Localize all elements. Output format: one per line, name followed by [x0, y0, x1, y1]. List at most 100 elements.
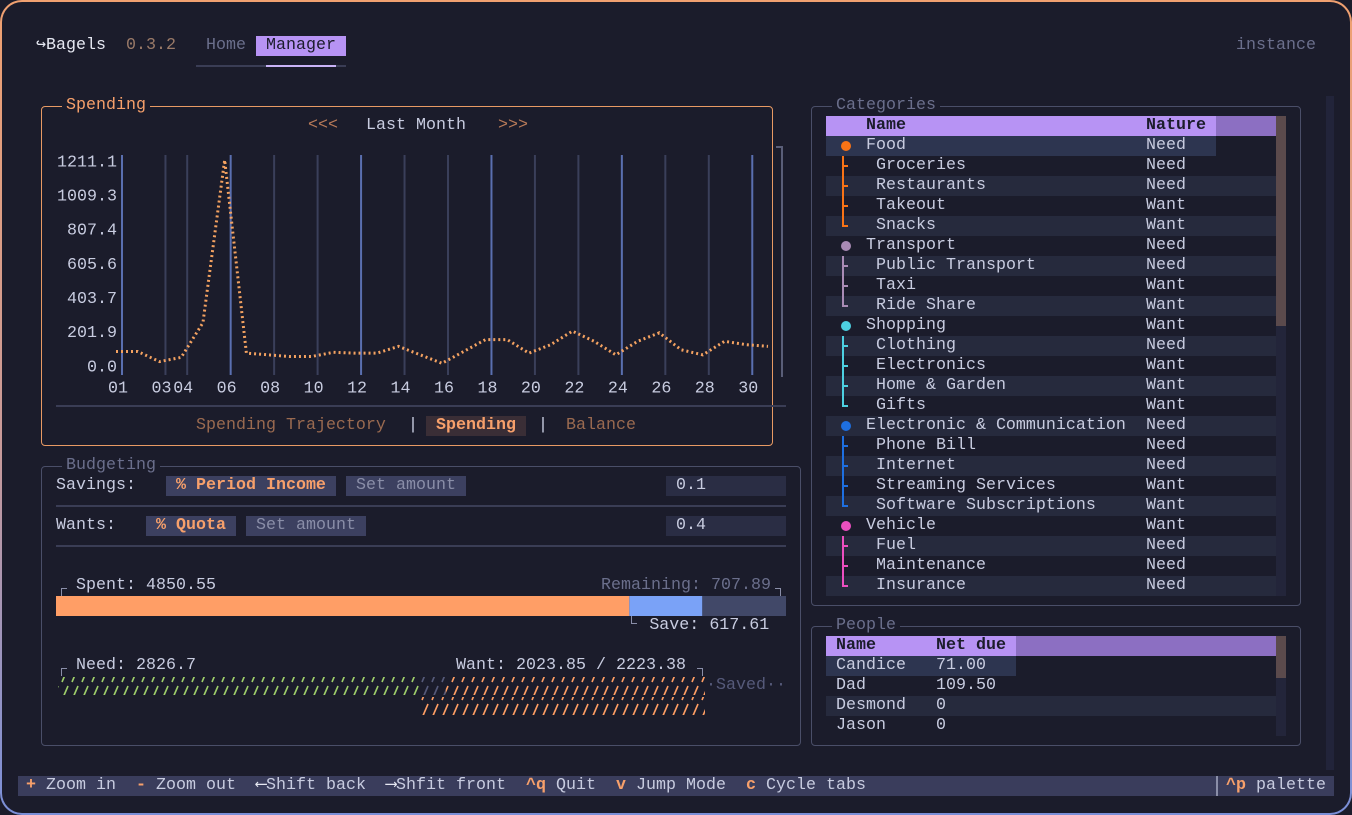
categories-panel: [811, 106, 1301, 606]
panel-title: Categories: [832, 96, 940, 116]
need-bar: [58, 677, 421, 695]
category-name: Food: [866, 136, 906, 155]
row-alt: [826, 256, 1276, 276]
slack-bar: [420, 677, 446, 695]
x-tick-label: 24: [608, 379, 628, 398]
subcategory-name: Ride Share: [876, 296, 976, 315]
table-header-bg: [826, 116, 1216, 136]
subcategory-name: Snacks: [876, 216, 936, 235]
subcategory-name: Internet: [876, 456, 956, 475]
tree-branch: [842, 345, 848, 347]
x-tick-label: 20: [521, 379, 541, 398]
scrollbar-thumb: [1276, 116, 1286, 326]
subcategory-name: Insurance: [876, 576, 966, 595]
y-tick-label: 403.7: [67, 290, 117, 309]
tree-branch: [842, 385, 848, 387]
subcategory-name: Public Transport: [876, 256, 1036, 275]
subcategory-name: Electronics: [876, 356, 986, 375]
tree-line: [842, 296, 844, 306]
subcategory-nature: Want: [1146, 496, 1186, 515]
panel-title: Budgeting: [62, 456, 160, 476]
key-label: Zoom out: [156, 776, 236, 795]
x-tick-label: 04: [173, 379, 193, 398]
scrollbar-thumb: [1276, 636, 1286, 678]
x-tick-label: 18: [477, 379, 497, 398]
tree-branch: [842, 465, 848, 467]
category-nature: Need: [1146, 236, 1186, 255]
row-separator: [56, 545, 786, 547]
column-header: Net due: [936, 636, 1006, 655]
tree-branch: [842, 545, 848, 547]
x-tick-label: 01: [108, 379, 128, 398]
tree-branch: [842, 205, 848, 207]
subcategory-nature: Need: [1146, 436, 1186, 455]
tree-branch: [842, 305, 848, 307]
category-nature: Want: [1146, 516, 1186, 535]
subcategory-name: Phone Bill: [876, 436, 976, 455]
save-bar: [629, 596, 703, 616]
subcategory-nature: Need: [1146, 576, 1186, 595]
subcategory-nature: Want: [1146, 216, 1186, 235]
y-tick-label: 201.9: [67, 324, 117, 343]
remaining-bar: [702, 596, 786, 616]
y-tick-label: 1211.1: [57, 153, 117, 172]
subcategory-nature: Need: [1146, 556, 1186, 575]
key-hint: v: [616, 776, 626, 795]
subcategory-name: Streaming Services: [876, 476, 1056, 495]
category-dot: [841, 421, 851, 431]
want-limit-bar: [420, 697, 705, 715]
need-value: 2826.7: [136, 656, 196, 675]
row-alt: [826, 336, 1276, 356]
category-dot: [841, 241, 851, 251]
x-tick-label: 08: [260, 379, 280, 398]
x-tick-label: 03: [151, 379, 171, 398]
saved-label: ·Saved··: [706, 676, 786, 695]
want-bar: [445, 677, 705, 695]
view-tab: Balance: [566, 416, 636, 435]
category-dot: [841, 321, 851, 331]
budgeting-panel: [41, 466, 801, 746]
key-hint: ^p: [1226, 776, 1246, 795]
tree-line: [842, 396, 844, 406]
subcategory-name: Clothing: [876, 336, 956, 355]
spending-panel: [41, 106, 773, 446]
page-scrollbar: [1326, 96, 1334, 770]
tab-underline-active: [266, 65, 336, 67]
x-tick-label: 28: [695, 379, 715, 398]
key-label: palette: [1256, 776, 1326, 795]
key-hint: ⟶: [386, 776, 397, 795]
row-alt: [826, 576, 1276, 596]
budget-option-bg: [346, 476, 466, 496]
row-alt: [826, 696, 1276, 716]
app-name: ↪Bagels: [36, 36, 107, 55]
person-name: Desmond: [836, 696, 906, 715]
save-value: 617.61: [709, 616, 770, 635]
x-tick-label: 22: [564, 379, 584, 398]
key-label: Zoom in: [46, 776, 116, 795]
x-tick-label: 26: [651, 379, 671, 398]
person-name: Jason: [836, 716, 886, 735]
subcategory-name: Home & Garden: [876, 376, 1006, 395]
row-separator: [56, 505, 786, 507]
subcategory-nature: Need: [1146, 176, 1186, 195]
tree-line: [842, 576, 844, 586]
category-dot: [841, 141, 851, 151]
bracket-corner: [61, 588, 67, 596]
tree-line: [842, 216, 844, 226]
row-alt: [826, 176, 1276, 196]
tree-branch: [842, 405, 848, 407]
category-dot: [841, 521, 851, 531]
y-tick-label: 807.4: [67, 222, 117, 241]
budget-label: Wants:: [56, 516, 116, 535]
budget-option: % Period Income: [176, 476, 326, 495]
bracket-corner: [61, 668, 67, 676]
subcategory-nature: Need: [1146, 156, 1186, 175]
subcategory-nature: Want: [1146, 356, 1186, 375]
spent-value: 4850.55: [146, 576, 216, 595]
person-net-due: 0: [936, 716, 946, 735]
category-name: Vehicle: [866, 516, 936, 535]
x-tick-label: 16: [434, 379, 454, 398]
tree-branch: [842, 505, 848, 507]
subcategory-nature: Want: [1146, 276, 1186, 295]
